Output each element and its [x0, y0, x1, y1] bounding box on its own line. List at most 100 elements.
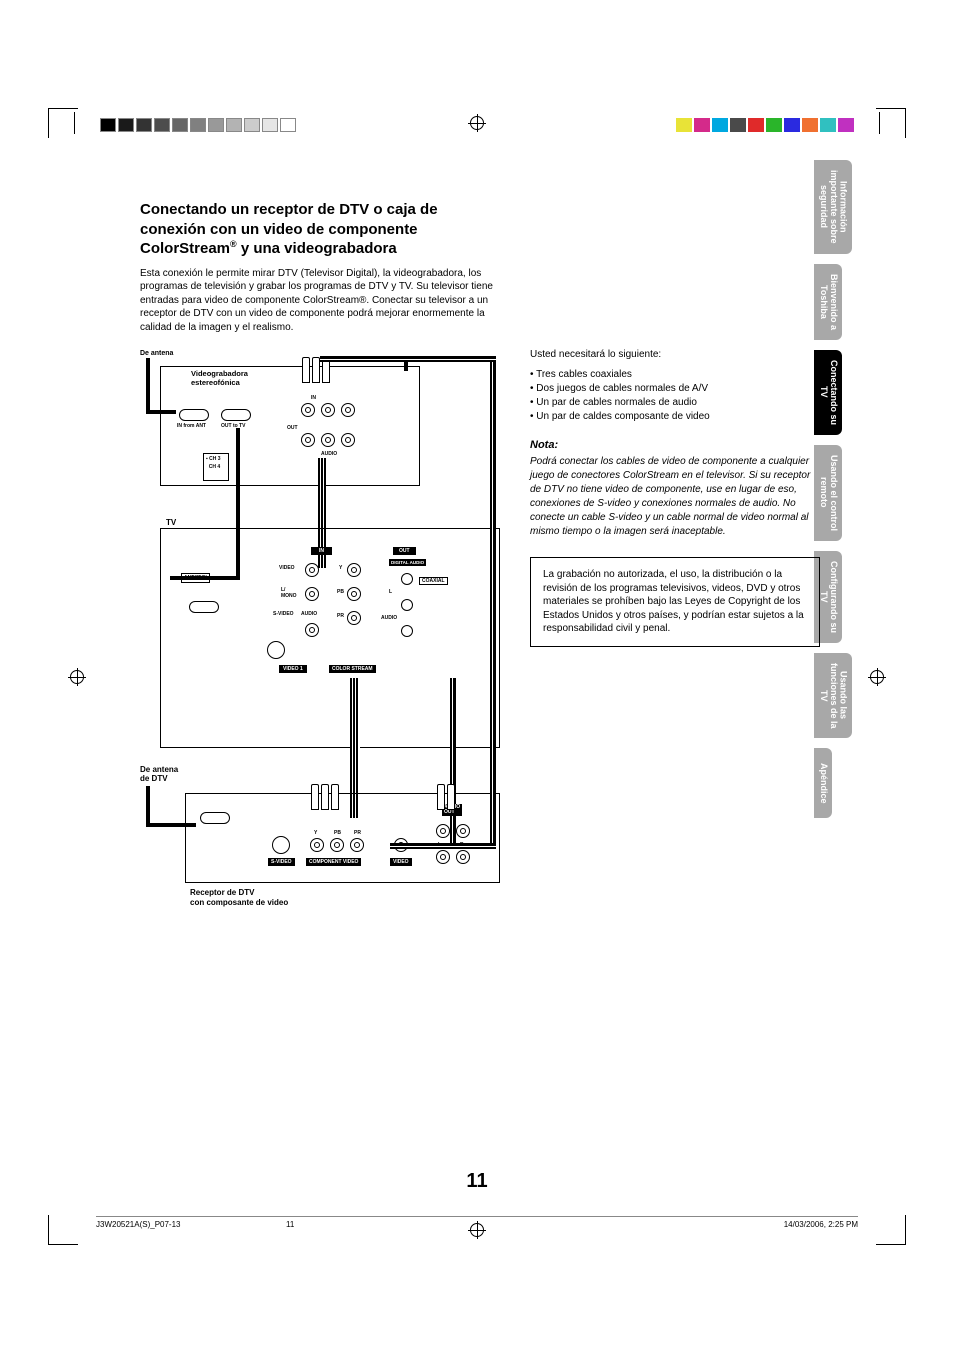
- page-number: 11: [466, 1170, 487, 1193]
- tv-out-bar: OUT: [393, 547, 416, 555]
- cable-dtv-antenna-v: [146, 786, 150, 826]
- dtv-rec-1: Receptor de DTV: [190, 888, 254, 897]
- grey-swatch: [172, 118, 188, 132]
- footer-page: 11: [286, 1220, 294, 1229]
- dtv-receiver-label: Receptor de DTV con composante de video: [190, 888, 288, 907]
- crop-mark-tl-inner: [74, 112, 80, 134]
- color-swatch: [784, 118, 800, 132]
- color-swatch: [748, 118, 764, 132]
- dtv-component-bar: COMPONENT VIDEO: [306, 858, 361, 866]
- grey-swatch: [280, 118, 296, 132]
- tv-audio-label: AUDIO: [301, 611, 317, 617]
- dtv-audio-plugs: [437, 784, 455, 810]
- tv-out-l-jack: [401, 599, 413, 611]
- tv-out-audio-label: AUDIO: [381, 615, 397, 621]
- cable-antenna: [146, 358, 150, 413]
- color-swatch: [694, 118, 710, 132]
- color-swatch: [838, 118, 854, 132]
- color-swatch: [820, 118, 836, 132]
- tv-coaxial-label: COAXIAL: [419, 577, 448, 585]
- ch3-label: CH 3: [209, 456, 220, 462]
- dtv-antenna-label: De antena de DTV: [140, 766, 178, 784]
- footer-timestamp: 14/03/2006, 2:25 PM: [784, 1220, 858, 1229]
- antenna-label: De antena: [140, 350, 173, 357]
- tv-box: ANT(75Ω) IN OUT VIDEO L/ MONO S-VIDEO AU…: [160, 528, 500, 748]
- grey-swatch: [136, 118, 152, 132]
- dtv-ant-jack: [200, 812, 230, 824]
- needs-list-item: Tres cables coaxiales: [530, 368, 820, 382]
- dtv-pb: PB: [334, 830, 341, 836]
- tv-colorstream-bar: COLOR STREAM: [329, 665, 376, 673]
- tv-r-jack: [305, 623, 319, 637]
- vcr-av-out-jacks: [301, 433, 355, 447]
- tv-in-bar: IN: [311, 547, 332, 555]
- dtv-box: S-VIDEO Y PB PR COMPONENT VIDEO VIDEO AU…: [185, 793, 500, 883]
- dtv-svideo-bar: S-VIDEO: [268, 858, 295, 866]
- right-column: Usted necesitará lo siguiente: Tres cabl…: [530, 348, 820, 908]
- vcr-in-av-label: IN: [311, 395, 316, 401]
- color-swatch: [766, 118, 782, 132]
- dtv-rec-2: con composante de video: [190, 898, 288, 907]
- dtv-svideo-jack: [272, 836, 290, 854]
- ch4-label: CH 4: [209, 464, 220, 470]
- tv-video-label: VIDEO: [279, 565, 295, 571]
- dtv-audio-jacks-2: [436, 850, 470, 864]
- grey-swatch: [118, 118, 134, 132]
- tv-out-l: L: [389, 589, 392, 595]
- crop-mark-tr-inner: [874, 112, 880, 134]
- tv-coax-jack: [401, 573, 413, 585]
- needs-list: Tres cables coaxialesDos juegos de cable…: [530, 368, 820, 424]
- vcr-out-label: OUT to TV: [221, 423, 245, 429]
- registration-mark-left: [70, 670, 84, 684]
- tv-pr-label: PR: [337, 613, 344, 619]
- registration-mark-top: [470, 116, 484, 130]
- tv-y-jack: [347, 563, 361, 577]
- cable-dtv-to-vcr-top: [320, 356, 496, 362]
- grey-swatch: [208, 118, 224, 132]
- crop-mark-br: [876, 1215, 906, 1245]
- vcr-label-1: Videograbadora: [191, 369, 248, 378]
- tv-pb-jack: [347, 587, 361, 601]
- dtv-ant-1: De antena: [140, 765, 178, 774]
- heading-line1: Conectando un receptor de DTV o caja de: [140, 201, 438, 218]
- registration-mark-right: [870, 670, 884, 684]
- grey-swatch: [100, 118, 116, 132]
- connection-diagram: De antena Videograbadora estereofónica I…: [140, 348, 500, 908]
- vcr-label: Videograbadora estereofónica: [191, 369, 248, 387]
- grey-swatch: [262, 118, 278, 132]
- grey-swatch: [226, 118, 242, 132]
- grey-swatch: [190, 118, 206, 132]
- grey-swatch: [154, 118, 170, 132]
- cable-dtv-to-vcr-v: [490, 356, 496, 846]
- tv-lmono-label: L/ MONO: [281, 587, 297, 599]
- color-calibration-bar: [676, 118, 854, 132]
- vcr-ant-out-jack: [221, 409, 251, 421]
- vcr-audio-label: AUDIO: [321, 451, 337, 457]
- tv-y-label: Y: [339, 565, 342, 571]
- dtv-audio-jacks-1: [436, 824, 470, 838]
- crop-mark-tr: [876, 108, 906, 138]
- section-heading: Conectando un receptor de DTV o caja de …: [140, 200, 480, 259]
- heading-line3b: y una videograbadora: [237, 240, 397, 257]
- tv-ant-label: ANT(75Ω): [181, 573, 210, 583]
- needs-list-item: Un par de caldes composante de video: [530, 410, 820, 424]
- copyright-warning-box: La grabación no autorizada, el uso, la d…: [530, 557, 820, 647]
- cable-dtv-to-vcr-bottom: [390, 843, 496, 849]
- tv-out-r-jack: [401, 625, 413, 637]
- color-swatch: [712, 118, 728, 132]
- tv-l-jack: [305, 587, 319, 601]
- dtv-pr: PR: [354, 830, 361, 836]
- tv-pb-label: PB: [337, 589, 344, 595]
- heading-line2: conexión con un video de componente: [140, 221, 418, 238]
- intro-paragraph: Esta conexión le permite mirar DTV (Tele…: [140, 267, 500, 335]
- color-swatch: [802, 118, 818, 132]
- color-swatch: [676, 118, 692, 132]
- color-swatch: [730, 118, 746, 132]
- note-body: Podrá conectar los cables de video de co…: [530, 455, 820, 539]
- footer-file: J3W20521A(S)_P07-13: [96, 1220, 181, 1229]
- tv-pr-jack: [347, 611, 361, 625]
- vcr-ant-in-jack: [179, 409, 209, 421]
- dtv-y: Y: [314, 830, 317, 836]
- dtv-component-jacks: [310, 838, 364, 852]
- tv-video-jack: [305, 563, 319, 577]
